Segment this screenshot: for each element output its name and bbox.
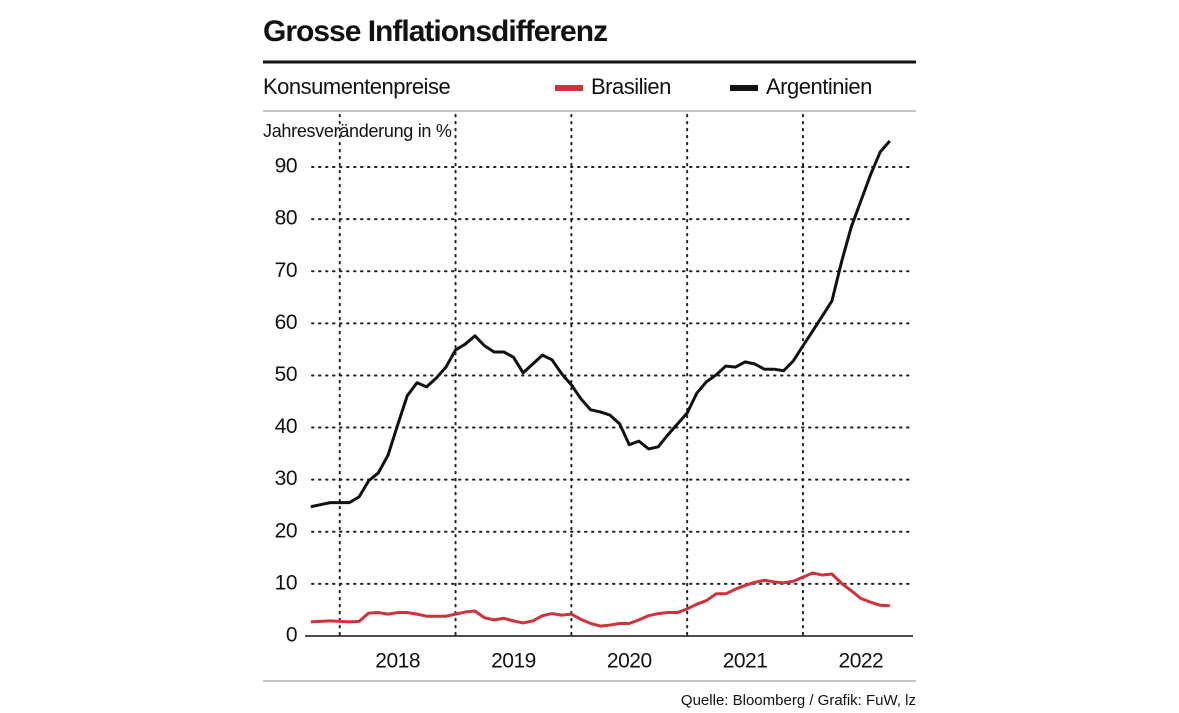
series-line [310,571,890,628]
subtitle: Konsumentenpreise [263,74,450,99]
y-tick-label: 10 [275,571,297,594]
legend-label: Brasilien [591,74,671,99]
series-line [310,139,891,509]
y-tick-label: 70 [275,259,297,282]
y-tick-label: 30 [275,467,297,490]
x-tick-label: 2019 [491,650,536,673]
source: Quelle: Bloomberg / Grafik: FuW, lz [681,692,916,709]
legend-label: Argentinien [766,74,872,99]
y-tick-label: 80 [275,207,297,230]
y-tick-label: 40 [275,415,297,438]
y-tick-label: 60 [275,311,297,334]
chart-title: Grosse Inflationsdifferenz [263,15,607,48]
x-tick-label: 2022 [839,650,884,673]
y-tick-label: 0 [286,624,297,647]
y-tick-label: 50 [275,363,297,386]
x-tick-label: 2018 [375,650,420,673]
y-tick-label: 20 [275,519,297,542]
y-axis-label: Jahresveränderung in % [263,121,452,141]
y-tick-label: 90 [275,155,297,178]
x-tick-label: 2021 [723,650,768,673]
x-tick-label: 2020 [607,650,652,673]
